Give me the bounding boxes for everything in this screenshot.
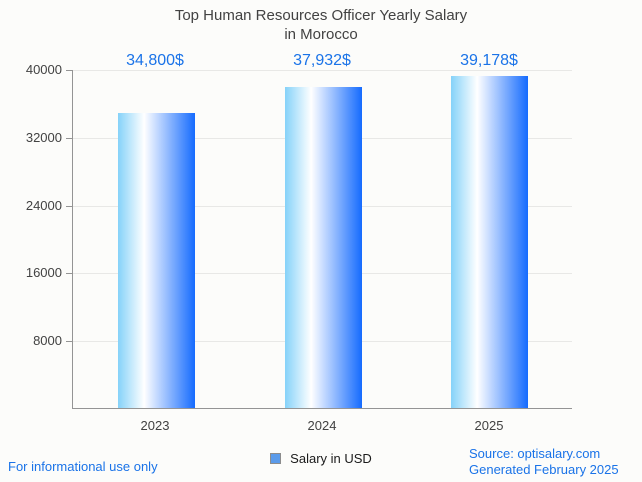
bar-value-label: 34,800$ xyxy=(126,52,184,69)
legend-label: Salary in USD xyxy=(290,451,372,466)
generated-line: Generated February 2025 xyxy=(469,462,619,477)
chart-title-line1: Top Human Resources Officer Yearly Salar… xyxy=(174,7,468,24)
x-axis-label: 2024 xyxy=(307,418,337,433)
x-axis-label: 2025 xyxy=(474,418,504,433)
y-axis-tick xyxy=(66,138,72,139)
gridline xyxy=(73,70,572,71)
legend-swatch-icon xyxy=(270,453,282,464)
x-axis-label: 2023 xyxy=(140,418,170,433)
plot-area xyxy=(66,70,572,409)
bar-2023 xyxy=(118,113,195,408)
y-axis-tick xyxy=(66,70,72,71)
source-line: Source: optisalary.com xyxy=(469,446,601,461)
y-axis-tick xyxy=(66,341,72,342)
y-axis-label: 24000 xyxy=(25,198,62,213)
bar-value-label: 37,932$ xyxy=(293,52,351,69)
chart-title-line2: in Morocco xyxy=(284,26,358,43)
bar-2024 xyxy=(285,87,362,408)
legend: Salary in USD xyxy=(0,451,642,467)
disclaimer-text: For informational use only xyxy=(8,459,158,474)
y-axis-label: 8000 xyxy=(33,333,62,348)
y-axis-tick xyxy=(66,206,72,207)
y-axis-label: 16000 xyxy=(25,265,62,280)
y-axis-tick xyxy=(66,273,72,274)
bar-value-label: 39,178$ xyxy=(460,52,518,69)
y-axis-label: 32000 xyxy=(25,130,62,145)
bar-2025 xyxy=(451,76,528,408)
y-axis-label: 40000 xyxy=(25,62,62,77)
chart-title: Top Human Resources Officer Yearly Salar… xyxy=(0,6,642,44)
source-attribution: Source: optisalary.com Generated Februar… xyxy=(469,446,619,478)
